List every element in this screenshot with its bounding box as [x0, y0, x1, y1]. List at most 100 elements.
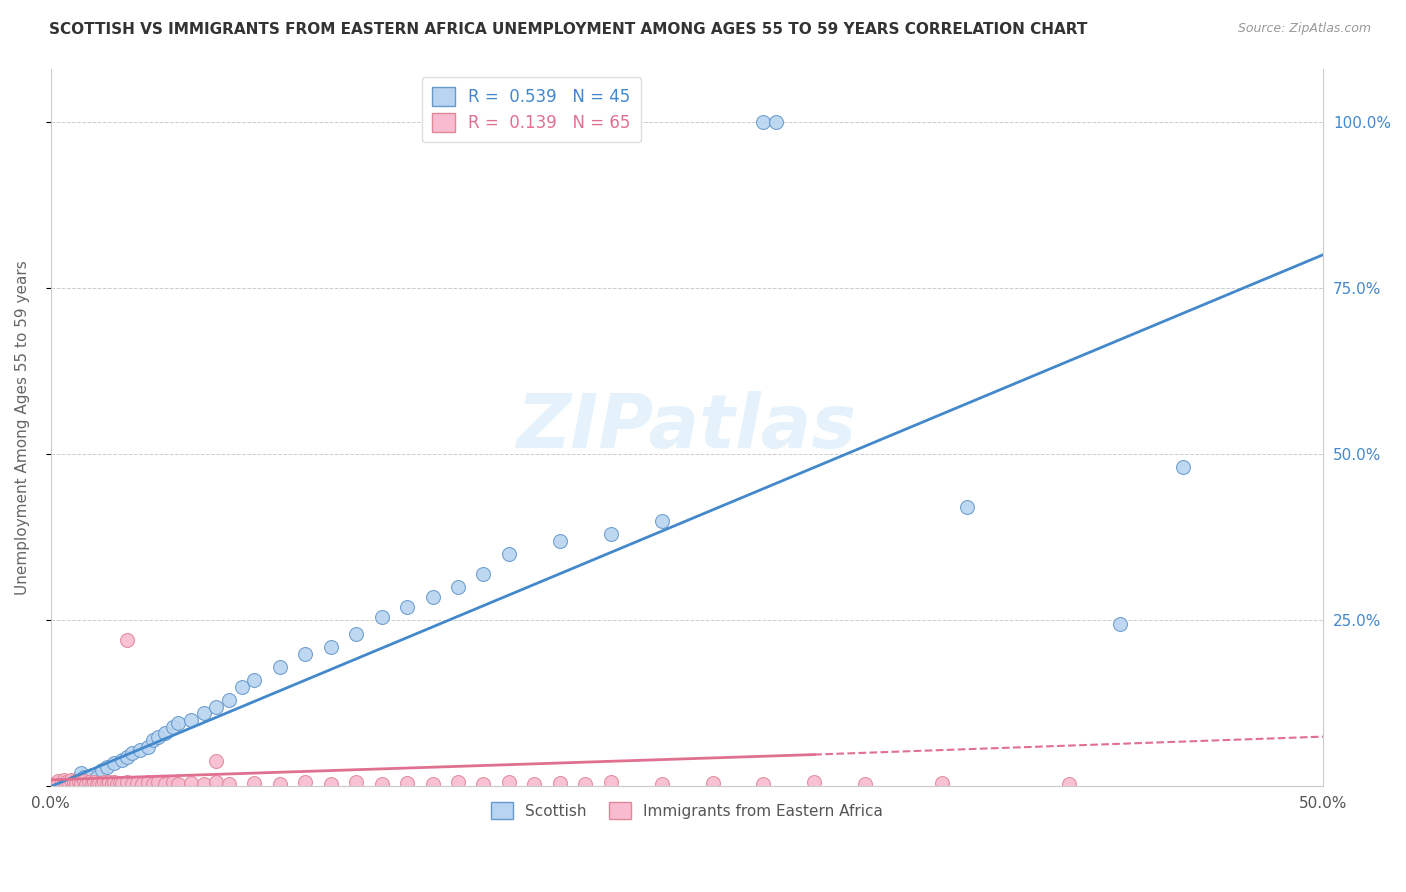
Point	[115, 774, 138, 789]
Point	[111, 777, 134, 791]
Point	[167, 716, 190, 731]
Point	[651, 777, 673, 791]
Point	[142, 777, 165, 791]
Point	[121, 746, 143, 760]
Point	[121, 777, 143, 791]
Point	[396, 776, 419, 790]
Point	[422, 590, 444, 604]
Legend: Scottish, Immigrants from Eastern Africa: Scottish, Immigrants from Eastern Africa	[485, 796, 889, 825]
Point	[853, 777, 876, 791]
Point	[115, 633, 138, 648]
Point	[193, 706, 215, 721]
Point	[218, 693, 240, 707]
Point	[65, 777, 87, 791]
Point	[205, 775, 228, 789]
Point	[243, 776, 266, 790]
Point	[60, 773, 83, 788]
Point	[1057, 777, 1080, 791]
Point	[52, 776, 75, 790]
Point	[269, 660, 291, 674]
Point	[162, 775, 184, 789]
Point	[269, 777, 291, 791]
Point	[548, 533, 571, 548]
Point	[62, 774, 84, 789]
Point	[115, 749, 138, 764]
Point	[294, 647, 316, 661]
Point	[90, 763, 112, 777]
Point	[60, 774, 83, 789]
Point	[243, 673, 266, 687]
Y-axis label: Unemployment Among Ages 55 to 59 years: Unemployment Among Ages 55 to 59 years	[15, 260, 30, 595]
Point	[73, 774, 96, 789]
Point	[80, 767, 103, 781]
Point	[447, 775, 470, 789]
Point	[77, 772, 100, 786]
Point	[75, 777, 97, 791]
Point	[1108, 616, 1130, 631]
Point	[136, 739, 159, 754]
Point	[146, 774, 169, 789]
Point	[155, 777, 177, 791]
Point	[96, 759, 118, 773]
Point	[83, 774, 105, 789]
Point	[498, 774, 520, 789]
Point	[103, 756, 125, 771]
Point	[101, 777, 124, 791]
Point	[98, 774, 121, 789]
Point	[127, 776, 149, 790]
Point	[599, 775, 621, 789]
Point	[803, 775, 825, 789]
Point	[344, 626, 367, 640]
Point	[155, 726, 177, 740]
Point	[167, 777, 190, 791]
Point	[111, 753, 134, 767]
Point	[48, 774, 70, 789]
Point	[180, 776, 202, 790]
Point	[45, 776, 67, 790]
Point	[86, 770, 108, 784]
Point	[523, 777, 546, 791]
Point	[89, 776, 111, 790]
Point	[193, 777, 215, 791]
Point	[931, 776, 953, 790]
Point	[90, 777, 112, 791]
Point	[370, 610, 392, 624]
Point	[129, 743, 152, 757]
Point	[1173, 460, 1195, 475]
Point	[146, 730, 169, 744]
Point	[93, 775, 115, 789]
Point	[70, 766, 93, 780]
Point	[73, 770, 96, 784]
Point	[599, 526, 621, 541]
Point	[498, 547, 520, 561]
Point	[344, 774, 367, 789]
Point	[956, 500, 979, 515]
Point	[548, 776, 571, 790]
Point	[752, 114, 775, 128]
Point	[49, 777, 72, 791]
Point	[58, 777, 80, 791]
Point	[131, 777, 153, 791]
Text: Source: ZipAtlas.com: Source: ZipAtlas.com	[1237, 22, 1371, 36]
Point	[370, 777, 392, 791]
Point	[70, 777, 93, 791]
Point	[80, 777, 103, 791]
Point	[142, 733, 165, 747]
Point	[52, 772, 75, 787]
Point	[294, 775, 316, 789]
Point	[422, 777, 444, 791]
Point	[55, 775, 77, 789]
Text: SCOTTISH VS IMMIGRANTS FROM EASTERN AFRICA UNEMPLOYMENT AMONG AGES 55 TO 59 YEAR: SCOTTISH VS IMMIGRANTS FROM EASTERN AFRI…	[49, 22, 1088, 37]
Point	[574, 777, 596, 791]
Point	[96, 777, 118, 791]
Point	[702, 776, 724, 790]
Point	[108, 776, 131, 790]
Point	[180, 713, 202, 727]
Point	[231, 680, 253, 694]
Point	[396, 599, 419, 614]
Text: ZIPatlas: ZIPatlas	[517, 391, 858, 464]
Point	[136, 775, 159, 789]
Point	[77, 775, 100, 789]
Point	[162, 720, 184, 734]
Point	[205, 699, 228, 714]
